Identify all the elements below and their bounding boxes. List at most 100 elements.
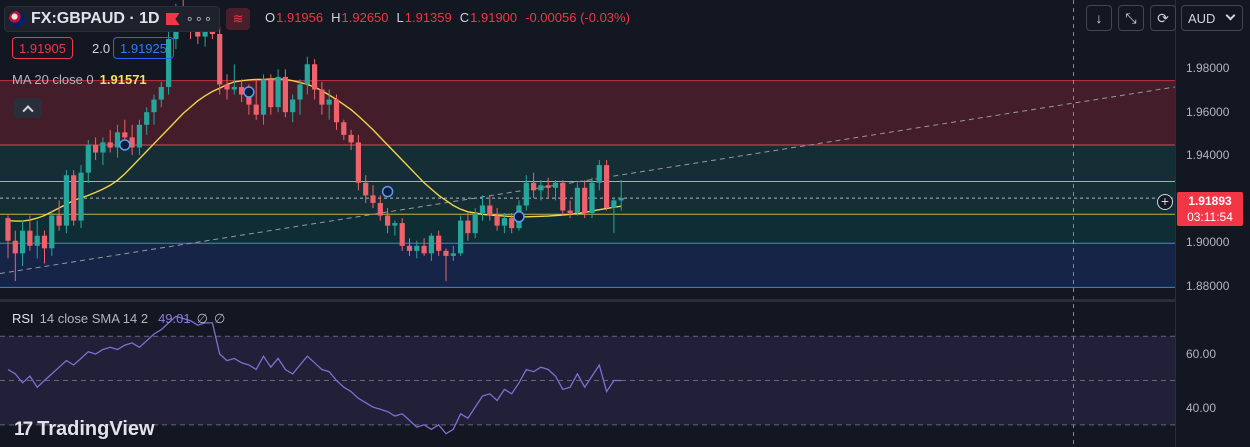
- event-marker-icon: [243, 86, 255, 98]
- candle: [545, 177, 551, 198]
- candle-body: [49, 215, 55, 249]
- price-tick: 1.94000: [1186, 148, 1230, 162]
- rsi-layer: [0, 315, 1175, 435]
- candle: [582, 180, 588, 219]
- candle-body: [224, 84, 230, 90]
- candle: [458, 215, 464, 256]
- candle: [282, 69, 288, 118]
- candle: [63, 170, 69, 234]
- candle-body: [428, 235, 434, 254]
- candle-body: [611, 200, 617, 208]
- candle-body: [71, 175, 77, 221]
- ohlc-change: -0.00056 (-0.03%): [525, 10, 630, 25]
- candle: [304, 56, 310, 95]
- snapshot-button[interactable]: ⟳: [1150, 5, 1176, 31]
- candle: [501, 213, 507, 234]
- rsi-legend[interactable]: RSI 14 close SMA 14 2 49.01 ∅ ∅: [12, 311, 225, 327]
- candle-body: [421, 245, 427, 254]
- candle-body: [304, 64, 310, 85]
- rsi-value: 49.01: [158, 311, 191, 326]
- candle-body: [312, 64, 318, 90]
- event-marker-icon: [119, 139, 131, 151]
- candle: [129, 124, 135, 156]
- candle-body: [567, 210, 573, 214]
- candle-body: [56, 215, 62, 226]
- trendline-layer: [0, 86, 1176, 275]
- ma-legend[interactable]: MA 20 close 0 1.91571: [12, 72, 147, 87]
- candle: [611, 197, 617, 234]
- price-tick: 1.96000: [1186, 105, 1230, 119]
- candle: [523, 175, 529, 211]
- candle-body: [166, 39, 172, 87]
- candle: [27, 215, 33, 251]
- candle-body: [78, 172, 84, 221]
- symbol-selector[interactable]: FX:GBPAUD · 1D ∘∘∘: [4, 6, 221, 32]
- candle-body: [27, 230, 33, 246]
- wave-icon[interactable]: ≋: [226, 8, 251, 30]
- top-right-toolbar: ↓ ⤡ ⟳: [1086, 5, 1176, 31]
- candle-body: [574, 187, 580, 214]
- candle-body: [85, 144, 91, 173]
- candle: [107, 129, 113, 153]
- candle: [239, 79, 245, 103]
- more-icon[interactable]: ∘∘∘: [185, 11, 214, 26]
- candle-body: [596, 165, 602, 183]
- candle: [71, 170, 77, 226]
- currency-select[interactable]: AUD: [1181, 5, 1243, 31]
- candle-body: [406, 245, 413, 251]
- candle-body: [151, 99, 157, 113]
- candle: [509, 213, 515, 234]
- currency-value: AUD: [1188, 10, 1216, 26]
- fullscreen-button[interactable]: ⤡: [1118, 5, 1144, 31]
- sell-button[interactable]: 1.91905: [12, 37, 73, 59]
- collapse-legend-button[interactable]: [14, 98, 42, 118]
- candle-body: [246, 94, 252, 105]
- candle: [231, 64, 237, 95]
- candle-body: [618, 197, 624, 201]
- candle: [333, 94, 340, 130]
- candle: [399, 218, 405, 251]
- candle-body: [538, 185, 544, 191]
- candle: [465, 213, 471, 241]
- rsi-params: 14 close SMA 14 2: [39, 311, 149, 326]
- candle-body: [370, 195, 376, 203]
- symbol-label: FX:GBPAUD · 1D: [31, 10, 160, 27]
- event-marker-icon: [381, 185, 394, 198]
- candle: [5, 215, 11, 259]
- candle: [224, 74, 230, 100]
- candle-body: [107, 142, 113, 148]
- price-tick: 1.98000: [1186, 61, 1230, 75]
- candle: [589, 177, 595, 219]
- candle: [166, 31, 172, 95]
- candle-body: [100, 142, 106, 153]
- candle-body: [392, 223, 398, 226]
- price-tick: 1.88000: [1186, 279, 1230, 293]
- candle: [560, 180, 566, 216]
- candle-body: [494, 215, 500, 226]
- candle-body: [114, 132, 121, 148]
- rsi-title: RSI: [12, 311, 34, 326]
- candle: [56, 200, 62, 231]
- candle: [260, 74, 267, 125]
- add-alert-icon[interactable]: +: [1157, 194, 1173, 210]
- scroll-down-button[interactable]: ↓: [1086, 5, 1112, 31]
- market-flag-icon: [165, 13, 180, 25]
- candle: [144, 107, 150, 135]
- candle: [275, 69, 281, 113]
- candle: [100, 137, 106, 166]
- buy-button[interactable]: 1.91925: [113, 37, 174, 59]
- tradingview-logo[interactable]: 17 TradingView: [14, 418, 155, 441]
- candle: [20, 220, 26, 266]
- candle: [385, 207, 391, 234]
- candle-body: [144, 112, 150, 125]
- candle-body: [465, 220, 471, 234]
- candle-body: [122, 132, 128, 138]
- candle: [392, 220, 398, 236]
- candle: [472, 207, 478, 239]
- candle-body: [41, 235, 48, 249]
- candle-body: [552, 182, 559, 188]
- candle: [574, 182, 580, 216]
- candle: [604, 160, 610, 211]
- last-price-badge: 1.91893 03:11:54: [1177, 192, 1243, 226]
